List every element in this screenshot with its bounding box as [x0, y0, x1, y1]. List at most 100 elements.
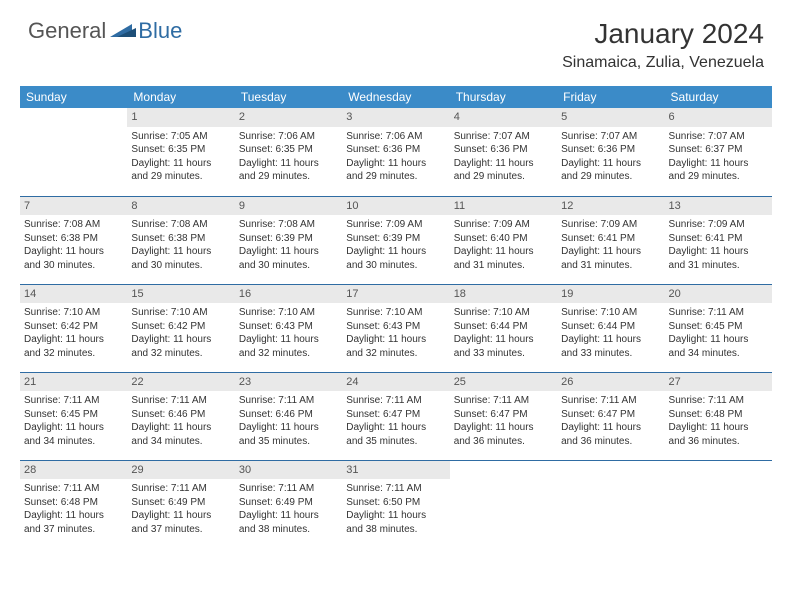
- calendar-row: 28Sunrise: 7:11 AMSunset: 6:48 PMDayligh…: [20, 460, 772, 548]
- calendar-cell: 9Sunrise: 7:08 AMSunset: 6:39 PMDaylight…: [235, 196, 342, 284]
- title-block: January 2024 Sinamaica, Zulia, Venezuela: [562, 18, 764, 72]
- sunset-text: Sunset: 6:48 PM: [24, 496, 123, 510]
- sunset-text: Sunset: 6:36 PM: [346, 143, 445, 157]
- day-number: 8: [127, 197, 234, 216]
- weekday-header: Friday: [557, 86, 664, 108]
- calendar-cell: 16Sunrise: 7:10 AMSunset: 6:43 PMDayligh…: [235, 284, 342, 372]
- calendar-cell: 31Sunrise: 7:11 AMSunset: 6:50 PMDayligh…: [342, 460, 449, 548]
- sunset-text: Sunset: 6:37 PM: [669, 143, 768, 157]
- daylight-text: and 34 minutes.: [24, 435, 123, 449]
- daylight-text: and 36 minutes.: [669, 435, 768, 449]
- sunrise-text: Sunrise: 7:10 AM: [24, 306, 123, 320]
- daylight-text: Daylight: 11 hours: [454, 245, 553, 259]
- day-body: Sunrise: 7:11 AMSunset: 6:48 PMDaylight:…: [20, 479, 127, 540]
- sunset-text: Sunset: 6:42 PM: [131, 320, 230, 334]
- daylight-text: Daylight: 11 hours: [346, 509, 445, 523]
- sunrise-text: Sunrise: 7:08 AM: [131, 218, 230, 232]
- day-number: 16: [235, 285, 342, 304]
- calendar-cell: 28Sunrise: 7:11 AMSunset: 6:48 PMDayligh…: [20, 460, 127, 548]
- daylight-text: Daylight: 11 hours: [131, 509, 230, 523]
- daylight-text: Daylight: 11 hours: [669, 245, 768, 259]
- daylight-text: and 29 minutes.: [131, 170, 230, 184]
- sunset-text: Sunset: 6:35 PM: [131, 143, 230, 157]
- day-body: Sunrise: 7:11 AMSunset: 6:50 PMDaylight:…: [342, 479, 449, 540]
- daylight-text: Daylight: 11 hours: [131, 333, 230, 347]
- daylight-text: Daylight: 11 hours: [561, 421, 660, 435]
- daylight-text: and 29 minutes.: [346, 170, 445, 184]
- day-number: 28: [20, 461, 127, 480]
- sunset-text: Sunset: 6:39 PM: [239, 232, 338, 246]
- day-body: Sunrise: 7:11 AMSunset: 6:47 PMDaylight:…: [557, 391, 664, 452]
- logo-text-general: General: [28, 18, 106, 44]
- daylight-text: Daylight: 11 hours: [346, 333, 445, 347]
- calendar-row: 14Sunrise: 7:10 AMSunset: 6:42 PMDayligh…: [20, 284, 772, 372]
- sunrise-text: Sunrise: 7:07 AM: [454, 130, 553, 144]
- weekday-header: Saturday: [665, 86, 772, 108]
- sunrise-text: Sunrise: 7:07 AM: [669, 130, 768, 144]
- calendar-cell: 3Sunrise: 7:06 AMSunset: 6:36 PMDaylight…: [342, 108, 449, 196]
- weekday-header-row: Sunday Monday Tuesday Wednesday Thursday…: [20, 86, 772, 108]
- day-body: Sunrise: 7:09 AMSunset: 6:41 PMDaylight:…: [665, 215, 772, 276]
- sunset-text: Sunset: 6:47 PM: [454, 408, 553, 422]
- weekday-header: Sunday: [20, 86, 127, 108]
- day-body: Sunrise: 7:09 AMSunset: 6:41 PMDaylight:…: [557, 215, 664, 276]
- day-body: Sunrise: 7:07 AMSunset: 6:36 PMDaylight:…: [450, 127, 557, 188]
- daylight-text: and 36 minutes.: [454, 435, 553, 449]
- calendar-cell: 8Sunrise: 7:08 AMSunset: 6:38 PMDaylight…: [127, 196, 234, 284]
- location-text: Sinamaica, Zulia, Venezuela: [562, 54, 764, 72]
- sunset-text: Sunset: 6:42 PM: [24, 320, 123, 334]
- sunset-text: Sunset: 6:38 PM: [24, 232, 123, 246]
- daylight-text: Daylight: 11 hours: [239, 333, 338, 347]
- day-number: 17: [342, 285, 449, 304]
- sunrise-text: Sunrise: 7:11 AM: [346, 394, 445, 408]
- calendar-cell: 24Sunrise: 7:11 AMSunset: 6:47 PMDayligh…: [342, 372, 449, 460]
- calendar-cell: 23Sunrise: 7:11 AMSunset: 6:46 PMDayligh…: [235, 372, 342, 460]
- day-number: 14: [20, 285, 127, 304]
- day-body: Sunrise: 7:08 AMSunset: 6:38 PMDaylight:…: [20, 215, 127, 276]
- logo-text-blue: Blue: [138, 18, 182, 44]
- sunrise-text: Sunrise: 7:11 AM: [561, 394, 660, 408]
- day-body: Sunrise: 7:06 AMSunset: 6:36 PMDaylight:…: [342, 127, 449, 188]
- sunset-text: Sunset: 6:47 PM: [346, 408, 445, 422]
- calendar-cell: 2Sunrise: 7:06 AMSunset: 6:35 PMDaylight…: [235, 108, 342, 196]
- calendar-cell: 20Sunrise: 7:11 AMSunset: 6:45 PMDayligh…: [665, 284, 772, 372]
- day-number: 20: [665, 285, 772, 304]
- day-body: Sunrise: 7:08 AMSunset: 6:38 PMDaylight:…: [127, 215, 234, 276]
- day-number: 22: [127, 373, 234, 392]
- sunset-text: Sunset: 6:47 PM: [561, 408, 660, 422]
- day-body: Sunrise: 7:11 AMSunset: 6:46 PMDaylight:…: [127, 391, 234, 452]
- daylight-text: and 32 minutes.: [24, 347, 123, 361]
- day-number: 5: [557, 108, 664, 127]
- calendar-row: 7Sunrise: 7:08 AMSunset: 6:38 PMDaylight…: [20, 196, 772, 284]
- sunset-text: Sunset: 6:41 PM: [669, 232, 768, 246]
- sunset-text: Sunset: 6:38 PM: [131, 232, 230, 246]
- day-number: 18: [450, 285, 557, 304]
- calendar-cell: 5Sunrise: 7:07 AMSunset: 6:36 PMDaylight…: [557, 108, 664, 196]
- day-number: 24: [342, 373, 449, 392]
- daylight-text: Daylight: 11 hours: [669, 421, 768, 435]
- sunset-text: Sunset: 6:39 PM: [346, 232, 445, 246]
- daylight-text: and 33 minutes.: [454, 347, 553, 361]
- day-body: Sunrise: 7:11 AMSunset: 6:49 PMDaylight:…: [235, 479, 342, 540]
- weekday-header: Tuesday: [235, 86, 342, 108]
- daylight-text: Daylight: 11 hours: [454, 157, 553, 171]
- day-body: Sunrise: 7:11 AMSunset: 6:49 PMDaylight:…: [127, 479, 234, 540]
- daylight-text: and 34 minutes.: [669, 347, 768, 361]
- day-number: 12: [557, 197, 664, 216]
- daylight-text: and 29 minutes.: [454, 170, 553, 184]
- sunrise-text: Sunrise: 7:08 AM: [24, 218, 123, 232]
- sunrise-text: Sunrise: 7:05 AM: [131, 130, 230, 144]
- calendar-cell: 14Sunrise: 7:10 AMSunset: 6:42 PMDayligh…: [20, 284, 127, 372]
- sunrise-text: Sunrise: 7:06 AM: [239, 130, 338, 144]
- day-number: 10: [342, 197, 449, 216]
- calendar-cell: 6Sunrise: 7:07 AMSunset: 6:37 PMDaylight…: [665, 108, 772, 196]
- day-number: 30: [235, 461, 342, 480]
- day-body: Sunrise: 7:09 AMSunset: 6:40 PMDaylight:…: [450, 215, 557, 276]
- sunrise-text: Sunrise: 7:11 AM: [346, 482, 445, 496]
- day-body: Sunrise: 7:10 AMSunset: 6:43 PMDaylight:…: [342, 303, 449, 364]
- sunset-text: Sunset: 6:35 PM: [239, 143, 338, 157]
- sunrise-text: Sunrise: 7:10 AM: [561, 306, 660, 320]
- day-number: 27: [665, 373, 772, 392]
- day-number: 19: [557, 285, 664, 304]
- sunrise-text: Sunrise: 7:11 AM: [24, 482, 123, 496]
